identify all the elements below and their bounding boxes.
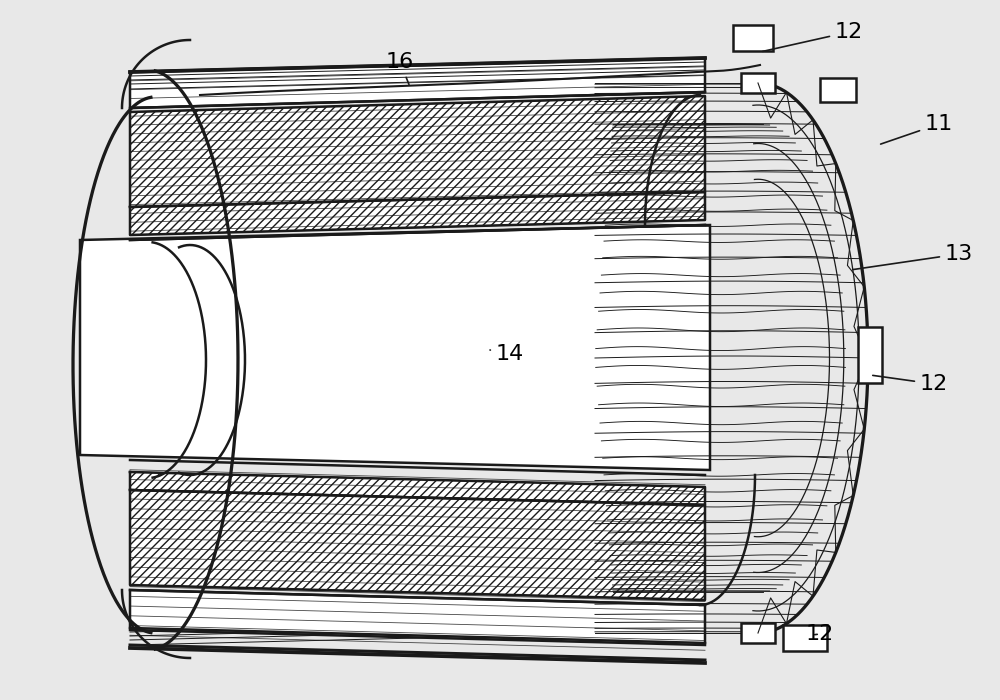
Polygon shape bbox=[130, 96, 705, 207]
Text: 12: 12 bbox=[873, 374, 948, 394]
Text: 12: 12 bbox=[763, 22, 863, 51]
Polygon shape bbox=[130, 58, 705, 108]
Polygon shape bbox=[741, 623, 775, 643]
Polygon shape bbox=[820, 78, 856, 102]
Text: 12: 12 bbox=[806, 624, 834, 644]
Polygon shape bbox=[130, 192, 705, 235]
Polygon shape bbox=[858, 327, 882, 383]
Polygon shape bbox=[130, 590, 705, 645]
Polygon shape bbox=[80, 225, 710, 470]
Polygon shape bbox=[741, 73, 775, 93]
Polygon shape bbox=[130, 490, 705, 600]
Text: 13: 13 bbox=[853, 244, 973, 270]
Polygon shape bbox=[783, 625, 827, 651]
Text: 16: 16 bbox=[386, 52, 414, 85]
Text: 14: 14 bbox=[490, 344, 524, 364]
Polygon shape bbox=[130, 472, 705, 505]
Text: 11: 11 bbox=[881, 114, 953, 144]
Polygon shape bbox=[733, 25, 773, 51]
